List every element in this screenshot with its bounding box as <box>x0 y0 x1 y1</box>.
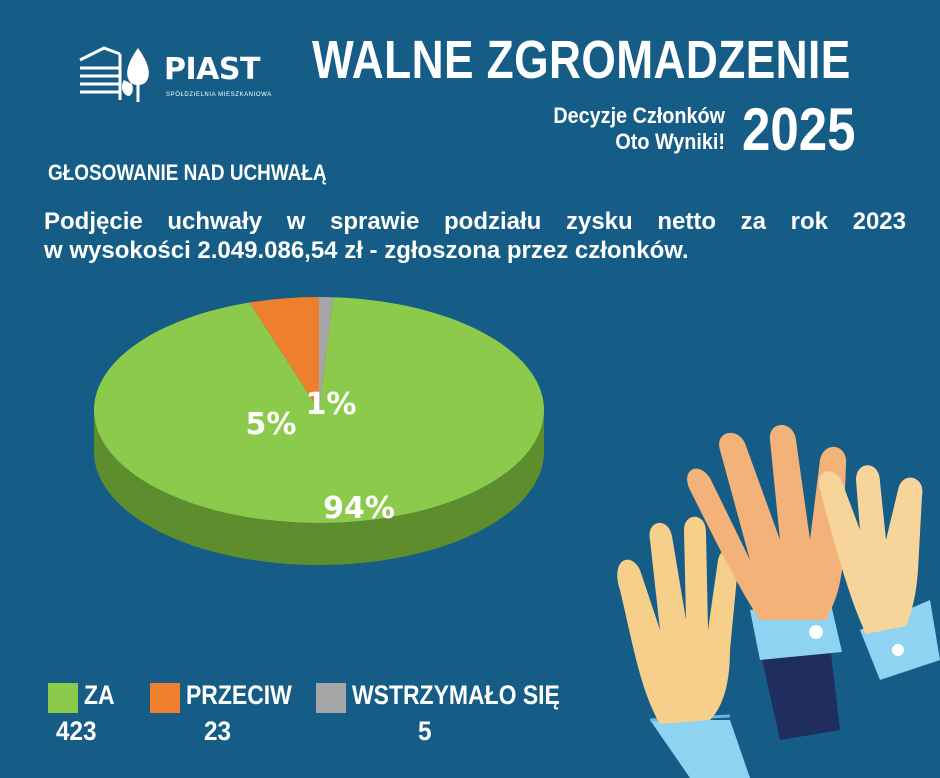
legend-label-za: ZA <box>84 680 115 710</box>
legend-label-przeciw: PRZECIW <box>186 680 292 710</box>
middle-hand-icon <box>687 425 847 740</box>
pie-label-wstrzyma-o-si-: 1% <box>306 387 357 422</box>
legend-count-za: 423 <box>56 716 97 746</box>
legend-swatch-za <box>48 683 78 713</box>
pie-slice-za <box>93 297 545 523</box>
section-title: GŁOSOWANIE NAD UCHWAŁĄ <box>48 160 327 185</box>
piast-logo: PIAST SPÓŁDZIELNIA MIESZKANIOWA <box>76 42 286 106</box>
resolution-description: Podjęcie uchwały w sprawie podziału zysk… <box>44 207 906 265</box>
legend-swatch-przeciw <box>150 683 180 713</box>
pie-slices <box>93 297 545 523</box>
building-tree-logo-icon <box>79 46 149 102</box>
logo-wordmark: PIAST <box>164 52 260 87</box>
page-title: WALNE ZGROMADZENIE <box>312 30 851 90</box>
legend-count-przeciw: 23 <box>204 716 232 746</box>
pie-labels: 94% 5% 1% <box>246 387 395 526</box>
description-line-1: Podjęcie uchwały w sprawie podziału zysk… <box>44 208 906 235</box>
raised-hands-illustration <box>617 425 940 778</box>
left-hand-icon <box>617 516 750 778</box>
pie-side-wall <box>94 410 544 565</box>
legend-swatch-wstrzymalo <box>316 683 346 713</box>
year-label: 2025 <box>742 96 856 163</box>
pie-label-przeciw: 5% <box>246 407 297 442</box>
subtitle-line-2: Oto Wyniki! <box>615 129 725 154</box>
right-hand-icon <box>818 465 940 680</box>
subtitle-line-1: Decyzje Członków <box>553 103 725 128</box>
pie-slice-przeciw <box>249 297 319 410</box>
pie-slice-wstrzyma-o-si- <box>319 297 334 410</box>
description-line-2: w wysokości 2.049.086,54 zł - zgłoszona … <box>44 237 689 264</box>
legend-label-wstrzymalo: WSTRZYMAŁO SIĘ <box>352 680 560 710</box>
subtitle: Decyzje Członków Oto Wyniki! <box>496 103 725 155</box>
vote-pie-chart: 94% 5% 1% <box>93 297 545 565</box>
legend-count-wstrzymalo: 5 <box>418 716 432 746</box>
pie-depth <box>94 410 544 565</box>
pie-label-za: 94% <box>323 491 395 526</box>
logo-subtitle: SPÓŁDZIELNIA MIESZKANIOWA <box>166 92 272 98</box>
